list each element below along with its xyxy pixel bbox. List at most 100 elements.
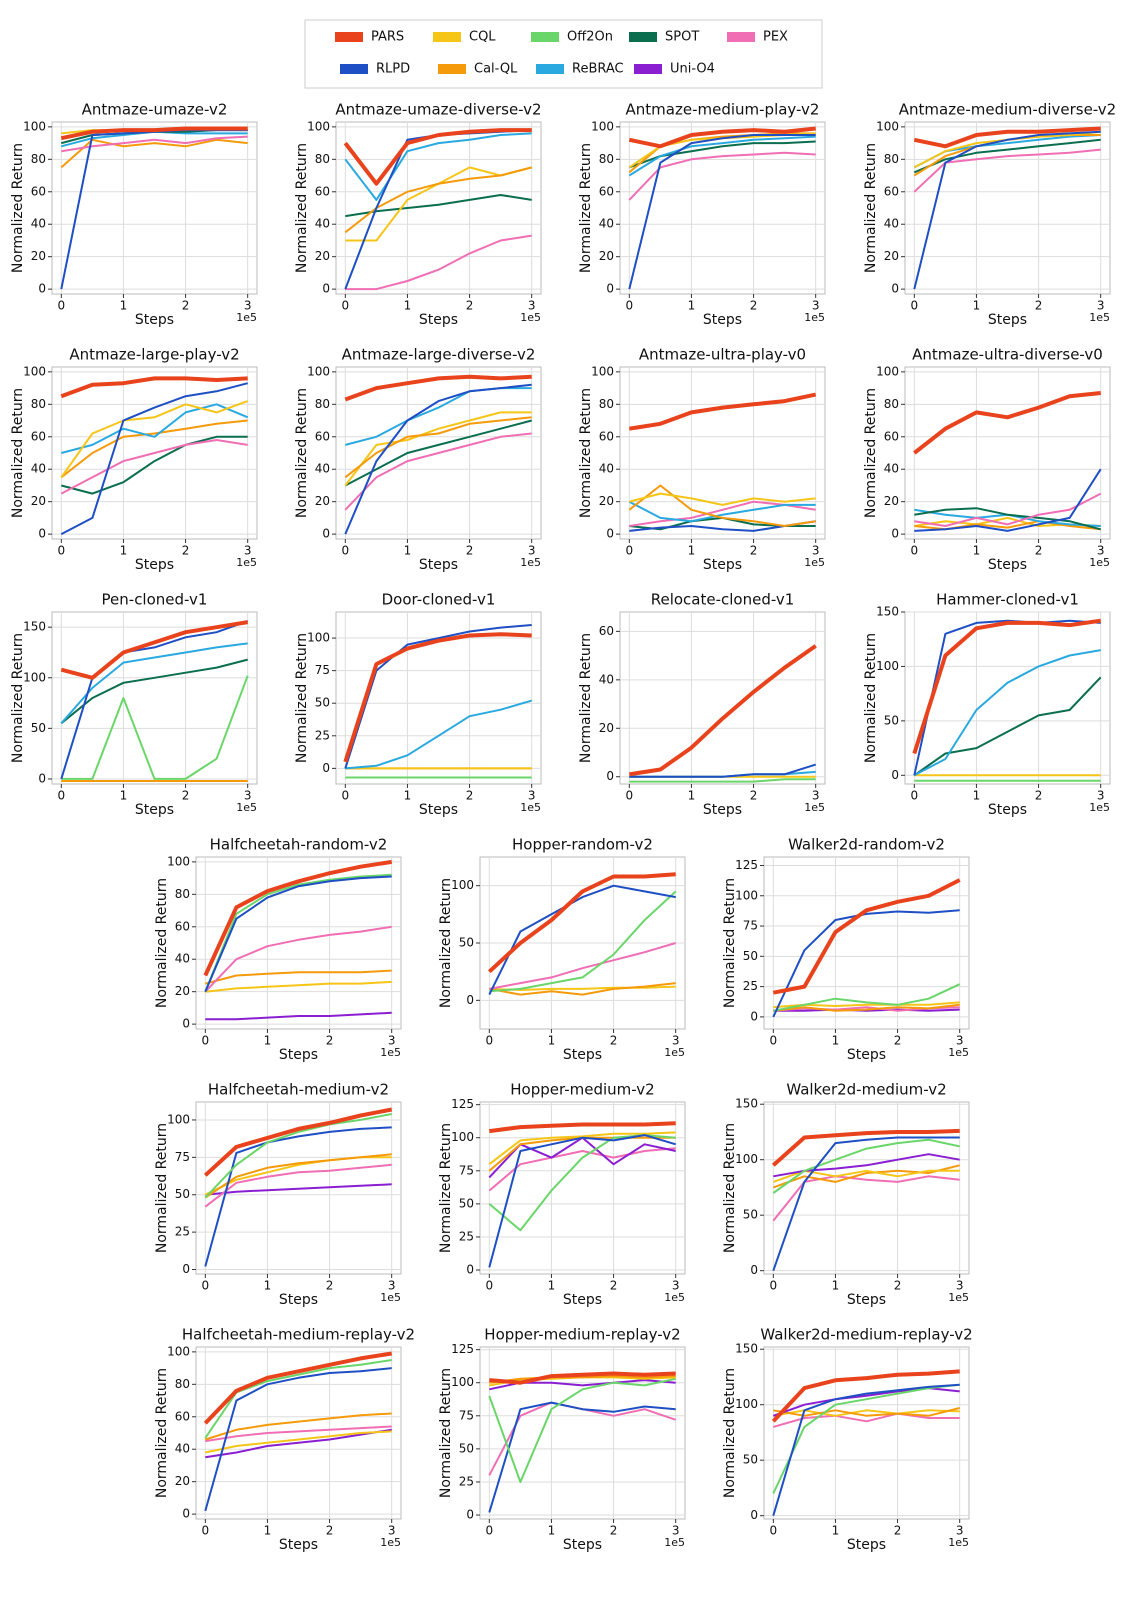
- x-tick-label: 2: [894, 1279, 902, 1293]
- chart-title: Halfcheetah-medium-v2: [208, 1081, 389, 1099]
- y-tick-label: 50: [743, 949, 758, 963]
- series-line: [203, 1351, 393, 1425]
- series-line: [489, 985, 676, 991]
- y-axis-label: Normalized Return: [294, 143, 310, 273]
- y-tick-label: 100: [307, 119, 330, 133]
- y-tick-label: 100: [591, 364, 614, 378]
- y-axis-label: Normalized Return: [578, 633, 594, 763]
- y-axis-label: Normalized Return: [154, 878, 170, 1008]
- x-tick-label: 3: [244, 544, 252, 558]
- y-tick-label: 0: [38, 527, 46, 541]
- series-line: [628, 484, 816, 527]
- y-tick-label: 40: [31, 217, 46, 231]
- series-line: [203, 859, 393, 977]
- series-line: [913, 138, 1101, 174]
- x-tick-label: 2: [326, 1034, 334, 1048]
- x-axis-label: Steps: [419, 557, 458, 573]
- y-tick-label: 60: [315, 184, 330, 198]
- chart-title: Hopper-random-v2: [512, 836, 653, 854]
- x-offset-label: 1e5: [804, 311, 825, 324]
- y-tick-label: 0: [750, 1263, 758, 1277]
- y-tick-label: 100: [451, 1130, 474, 1144]
- y-tick-label: 100: [307, 364, 330, 378]
- x-tick-label: 3: [672, 1034, 680, 1048]
- series-line: [914, 507, 1101, 531]
- y-tick-label: 0: [606, 282, 614, 296]
- x-tick-label: 1: [548, 1279, 556, 1293]
- y-tick-label: 100: [735, 888, 758, 902]
- y-tick-label: 50: [459, 936, 474, 950]
- y-tick-label: 0: [38, 771, 46, 785]
- chart-title: Antmaze-umaze-v2: [82, 101, 228, 119]
- series-line: [205, 1412, 392, 1441]
- x-tick-label: 3: [812, 789, 820, 803]
- y-tick-label: 100: [591, 119, 614, 133]
- x-tick-label: 0: [769, 1279, 777, 1293]
- series-line: [913, 126, 1101, 149]
- y-tick-label: 40: [599, 462, 614, 476]
- y-tick-label: 80: [175, 887, 190, 901]
- x-tick-label: 2: [894, 1524, 902, 1538]
- x-tick-label: 3: [672, 1279, 680, 1293]
- y-tick-label: 0: [182, 1507, 190, 1521]
- y-tick-label: 20: [175, 984, 190, 998]
- y-tick-label: 100: [876, 364, 899, 378]
- x-tick-label: 0: [485, 1034, 493, 1048]
- legend-label: ReBRAC: [572, 62, 624, 77]
- x-tick-label: 2: [1035, 299, 1043, 313]
- y-tick-label: 60: [599, 184, 614, 198]
- series-line: [60, 126, 248, 141]
- series-line: [772, 1164, 960, 1189]
- series-line: [60, 439, 248, 495]
- x-offset-label: 1e5: [380, 1046, 401, 1059]
- y-tick-label: 0: [606, 527, 614, 541]
- y-axis-label: Normalized Return: [863, 633, 879, 763]
- plot-area: [904, 611, 1111, 785]
- x-axis-label: Steps: [847, 1537, 886, 1553]
- x-tick-label: 2: [610, 1034, 618, 1048]
- y-tick-label: 50: [743, 1208, 758, 1222]
- x-tick-label: 0: [485, 1524, 493, 1538]
- series-line: [773, 1003, 960, 1012]
- x-tick-label: 1: [548, 1524, 556, 1538]
- series-line: [345, 234, 532, 291]
- x-offset-label: 1e5: [804, 801, 825, 814]
- y-tick-label: 40: [599, 217, 614, 231]
- y-tick-label: 40: [175, 952, 190, 966]
- y-tick-label: 0: [182, 1262, 190, 1276]
- x-tick-label: 3: [388, 1034, 396, 1048]
- series-line: [773, 983, 961, 1012]
- x-offset-label: 1e5: [236, 311, 257, 324]
- chart-title: Halfcheetah-medium-replay-v2: [182, 1326, 415, 1344]
- x-axis-label: Steps: [703, 802, 742, 818]
- legend-swatch: [438, 64, 466, 74]
- series-line: [60, 658, 248, 725]
- series-line: [489, 1375, 676, 1384]
- plot-area: [335, 121, 542, 295]
- y-tick-label: 0: [466, 1263, 474, 1277]
- series-line: [60, 400, 249, 478]
- legend-swatch: [340, 64, 368, 74]
- series-line: [205, 980, 392, 993]
- y-axis-label: Normalized Return: [722, 878, 738, 1008]
- chart-title: Walker2d-medium-v2: [786, 1081, 946, 1099]
- x-tick-label: 0: [341, 299, 349, 313]
- x-offset-label: 1e5: [1089, 311, 1110, 324]
- series-line: [203, 1107, 393, 1177]
- y-tick-label: 80: [599, 152, 614, 166]
- y-axis-label: Normalized Return: [863, 143, 879, 273]
- x-offset-label: 1e5: [1089, 556, 1110, 569]
- x-offset-label: 1e5: [236, 801, 257, 814]
- y-tick-label: 60: [599, 429, 614, 443]
- y-tick-label: 125: [451, 1097, 474, 1111]
- y-tick-label: 50: [459, 1196, 474, 1210]
- chart-title: Door-cloned-v1: [382, 591, 496, 609]
- legend-label: PARS: [371, 30, 404, 45]
- x-tick-label: 2: [1035, 544, 1043, 558]
- series-line: [343, 632, 532, 763]
- series-line: [629, 778, 816, 783]
- y-tick-label: 50: [459, 1441, 474, 1455]
- x-axis-label: Steps: [135, 312, 174, 328]
- x-tick-label: 1: [120, 299, 128, 313]
- x-tick-label: 3: [956, 1524, 964, 1538]
